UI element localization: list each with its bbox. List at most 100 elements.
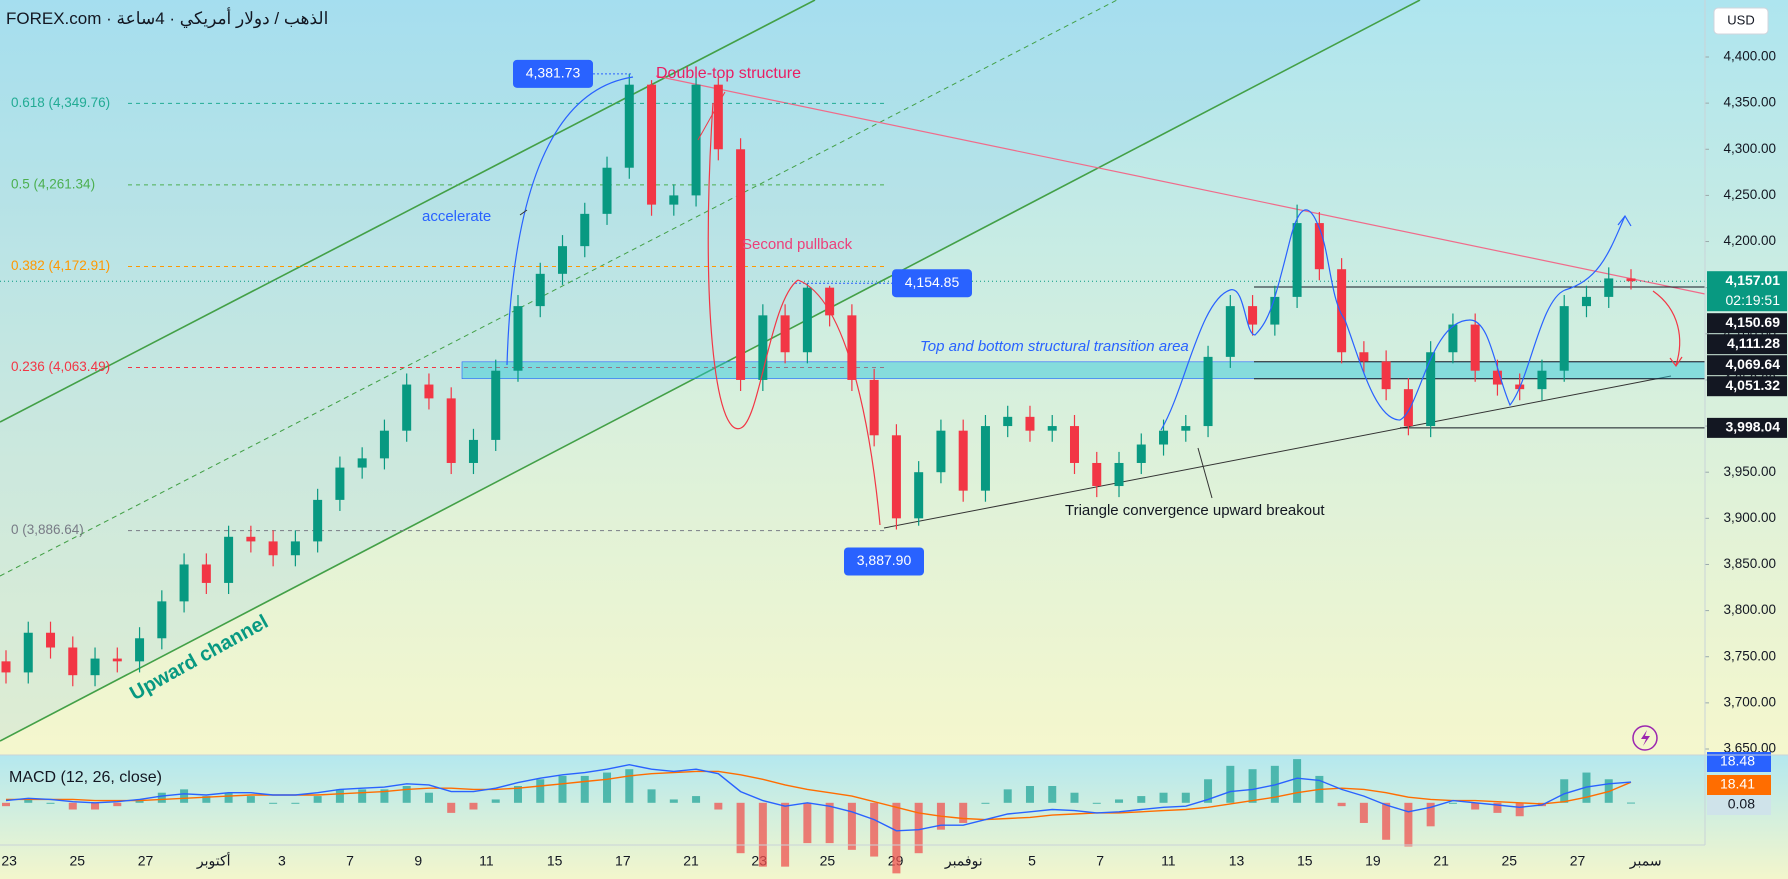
macd-histogram-bar — [380, 789, 389, 803]
x-tick-label: 11 — [479, 853, 494, 869]
macd-histogram-bar — [847, 802, 856, 850]
candle-body — [1092, 462, 1102, 487]
x-tick-label: 25 — [70, 853, 86, 869]
candle-body — [1248, 306, 1258, 325]
candle-body — [1559, 306, 1569, 371]
currency[interactable]: USD — [1727, 12, 1754, 27]
currency-box[interactable] — [1713, 7, 1769, 35]
x-tick-label: 9 — [414, 853, 422, 869]
candle-body — [246, 536, 256, 542]
candle-body — [1337, 269, 1347, 353]
candle-body — [1403, 389, 1413, 427]
macd-histogram-bar — [625, 769, 634, 803]
fib-label: 0.5 (4,261.34) — [11, 176, 95, 191]
x-tick-label: سمبر — [1629, 853, 1662, 870]
channel-upper-line — [0, 0, 816, 423]
candle-body — [869, 379, 879, 436]
candle-body — [713, 84, 723, 150]
fib-label: 0.236 (4,063.49) — [11, 359, 110, 374]
x-tick-label: 15 — [1297, 853, 1313, 869]
candle-body — [936, 430, 946, 473]
price-tag-label: 4,051.32 — [1726, 377, 1781, 393]
candle-body — [201, 564, 211, 583]
macd-line — [5, 763, 1632, 832]
x-tick-label: 17 — [615, 853, 631, 869]
lightning-glyph — [1641, 730, 1650, 746]
candle-body — [535, 273, 545, 307]
channel-lower-line — [0, 0, 1421, 742]
candle-body — [1136, 444, 1146, 463]
y-tick-label: 3,650.00 — [1723, 741, 1776, 756]
lightning-icon[interactable] — [1632, 725, 1658, 751]
candle-body — [357, 458, 367, 468]
macd-histogram-bar — [46, 802, 55, 804]
macd-tag-label: 18.48 — [1720, 753, 1755, 769]
candle-body — [914, 472, 924, 519]
candle-body — [112, 658, 122, 662]
candle-body — [46, 632, 56, 648]
macd-histogram-bar — [1627, 802, 1635, 804]
macd-histogram-bar — [91, 802, 100, 810]
macd-histogram-bar — [1359, 802, 1368, 823]
macd-histogram-bar — [1226, 765, 1235, 803]
macd-histogram-bar — [781, 802, 790, 867]
candle-body — [1270, 296, 1280, 325]
candle-body — [1069, 426, 1079, 463]
macd-tag — [1707, 775, 1771, 795]
triangle-lower-line — [883, 375, 1672, 529]
macd-histogram-bar — [1448, 802, 1457, 804]
candle-body — [68, 647, 78, 676]
price-tag — [1707, 355, 1787, 376]
macd-histogram-bar — [714, 802, 723, 810]
macd-histogram-bar — [1181, 792, 1190, 803]
accelerate-arc — [506, 76, 634, 366]
y-tick-label: 4,400.00 — [1723, 49, 1776, 64]
x-tick-label: 27 — [138, 853, 154, 869]
candle-body — [758, 315, 768, 380]
candle-body — [1626, 278, 1636, 282]
macd-histogram-bar — [1070, 792, 1079, 803]
price-tag-label: 4,111.28 — [1727, 335, 1780, 351]
x-tick-label: 5 — [1028, 853, 1036, 869]
candle-body — [1426, 352, 1436, 427]
macd-histogram-bar — [803, 802, 812, 844]
candle-body — [179, 564, 189, 602]
price-tag — [1707, 271, 1787, 312]
callout-box — [844, 547, 924, 576]
macd-histogram-bar — [603, 772, 612, 803]
macd-histogram-bar — [558, 775, 567, 803]
macd-histogram-bar — [1248, 769, 1257, 803]
candle-body — [602, 167, 612, 214]
price-tag-label: 4,069.64 — [1726, 356, 1781, 372]
candle-body — [1581, 296, 1591, 307]
macd-histogram-bar — [491, 799, 500, 803]
callout-box — [513, 59, 593, 88]
x-tick-label: 25 — [1502, 853, 1518, 869]
macd-title: MACD (12, 26, close) — [9, 769, 162, 786]
fib-label: 0.618 (4,349.76) — [11, 95, 110, 110]
macd-histogram-bar — [1003, 789, 1012, 803]
price-tag — [1707, 376, 1787, 397]
candle-body — [379, 430, 389, 459]
candle-body — [558, 246, 568, 274]
candle-body — [1470, 324, 1480, 371]
candle-body — [1537, 370, 1547, 390]
x-tick-label: 21 — [1433, 853, 1449, 869]
macd-histogram-bar — [424, 792, 433, 803]
candle-body — [736, 149, 746, 380]
candle-body — [1025, 416, 1035, 431]
macd-histogram-bar — [1337, 802, 1346, 807]
macd-histogram-bar — [1092, 802, 1101, 804]
candle-body — [135, 638, 145, 662]
callout-label: 3,887.90 — [857, 552, 912, 568]
macd-histogram-bar — [269, 802, 278, 804]
macd-histogram-bar — [580, 775, 589, 803]
macd-histogram-bar — [447, 802, 456, 813]
x-tick-label: 23 — [1, 853, 17, 869]
candle-body — [802, 287, 812, 353]
candle-body — [335, 467, 345, 500]
y-tick-label: 4,300.00 — [1723, 141, 1776, 156]
x-tick-label: نوفمبر — [944, 853, 983, 870]
candle-body — [825, 287, 835, 316]
